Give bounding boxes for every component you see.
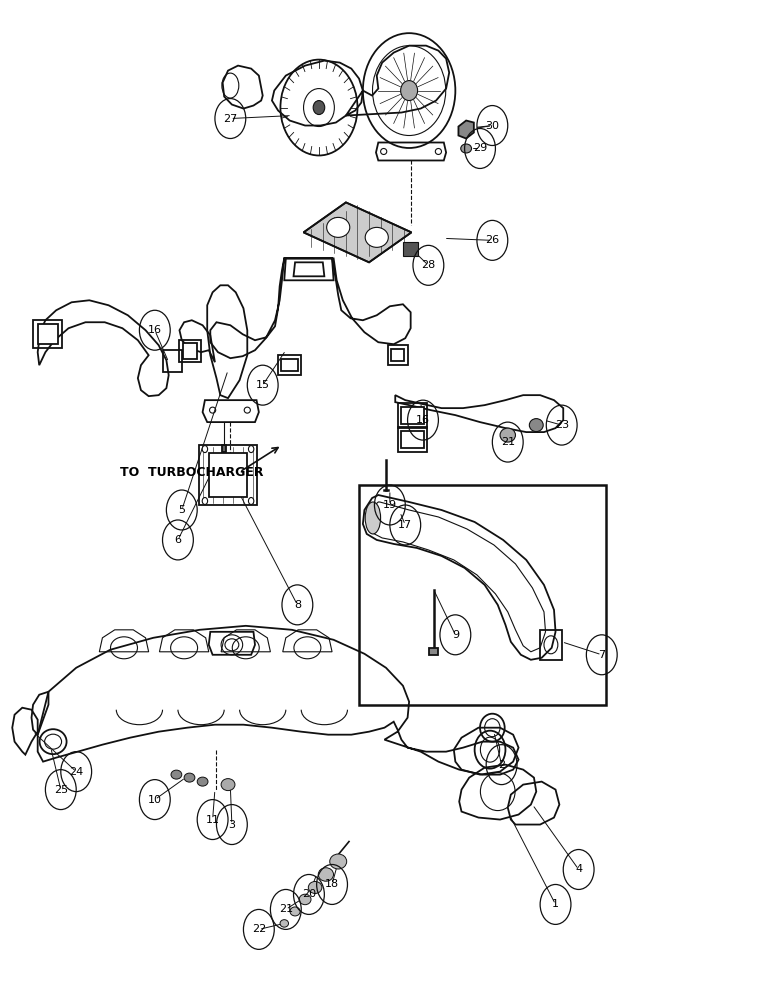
Text: 5: 5 xyxy=(178,505,185,515)
Ellipse shape xyxy=(202,498,208,504)
Text: 30: 30 xyxy=(486,121,499,131)
Polygon shape xyxy=(303,202,411,262)
Polygon shape xyxy=(401,407,424,424)
Text: 16: 16 xyxy=(416,415,430,425)
Polygon shape xyxy=(183,343,197,359)
Ellipse shape xyxy=(308,881,322,893)
Ellipse shape xyxy=(184,773,195,782)
Ellipse shape xyxy=(221,779,235,791)
Ellipse shape xyxy=(202,446,208,453)
Text: 26: 26 xyxy=(486,235,499,245)
Ellipse shape xyxy=(500,428,516,442)
Ellipse shape xyxy=(530,419,543,432)
Polygon shape xyxy=(429,648,438,655)
Ellipse shape xyxy=(171,770,181,779)
Text: 9: 9 xyxy=(452,630,459,640)
Text: 4: 4 xyxy=(575,864,582,874)
Text: 29: 29 xyxy=(473,143,487,153)
Ellipse shape xyxy=(365,502,381,534)
Ellipse shape xyxy=(197,777,208,786)
Text: 25: 25 xyxy=(54,785,68,795)
Text: TO  TURBOCHARGER: TO TURBOCHARGER xyxy=(120,466,264,479)
Text: 28: 28 xyxy=(422,260,435,270)
Ellipse shape xyxy=(318,868,334,881)
Polygon shape xyxy=(38,324,58,344)
Text: 15: 15 xyxy=(256,380,269,390)
Ellipse shape xyxy=(249,446,254,453)
Text: 23: 23 xyxy=(554,420,569,430)
Polygon shape xyxy=(459,121,474,139)
Text: 22: 22 xyxy=(252,924,266,934)
Ellipse shape xyxy=(313,101,325,115)
Polygon shape xyxy=(208,453,247,497)
Ellipse shape xyxy=(401,81,418,101)
FancyBboxPatch shape xyxy=(403,242,418,256)
Text: 24: 24 xyxy=(69,767,83,777)
Ellipse shape xyxy=(461,144,472,153)
Text: 20: 20 xyxy=(302,889,316,899)
Ellipse shape xyxy=(327,217,350,237)
Text: 7: 7 xyxy=(598,650,605,660)
Ellipse shape xyxy=(280,920,289,927)
Text: 3: 3 xyxy=(229,820,235,830)
Polygon shape xyxy=(281,359,298,371)
Text: 21: 21 xyxy=(501,437,515,447)
Ellipse shape xyxy=(249,498,254,504)
Text: 10: 10 xyxy=(147,795,162,805)
Polygon shape xyxy=(391,349,405,361)
Text: 8: 8 xyxy=(294,600,301,610)
Ellipse shape xyxy=(300,894,311,905)
Text: 11: 11 xyxy=(205,815,219,825)
Text: 6: 6 xyxy=(174,535,181,545)
Text: 27: 27 xyxy=(223,114,238,124)
Text: 19: 19 xyxy=(383,500,397,510)
Polygon shape xyxy=(222,445,226,452)
Bar xyxy=(359,485,605,705)
Polygon shape xyxy=(401,431,424,448)
Ellipse shape xyxy=(365,227,388,247)
Text: 21: 21 xyxy=(279,904,293,914)
Ellipse shape xyxy=(290,907,300,916)
Ellipse shape xyxy=(330,854,347,869)
Text: 18: 18 xyxy=(325,879,339,889)
Polygon shape xyxy=(293,262,324,276)
Text: 16: 16 xyxy=(147,325,162,335)
Text: 17: 17 xyxy=(398,520,412,530)
Text: 1: 1 xyxy=(552,899,559,909)
Text: 2: 2 xyxy=(498,760,505,770)
